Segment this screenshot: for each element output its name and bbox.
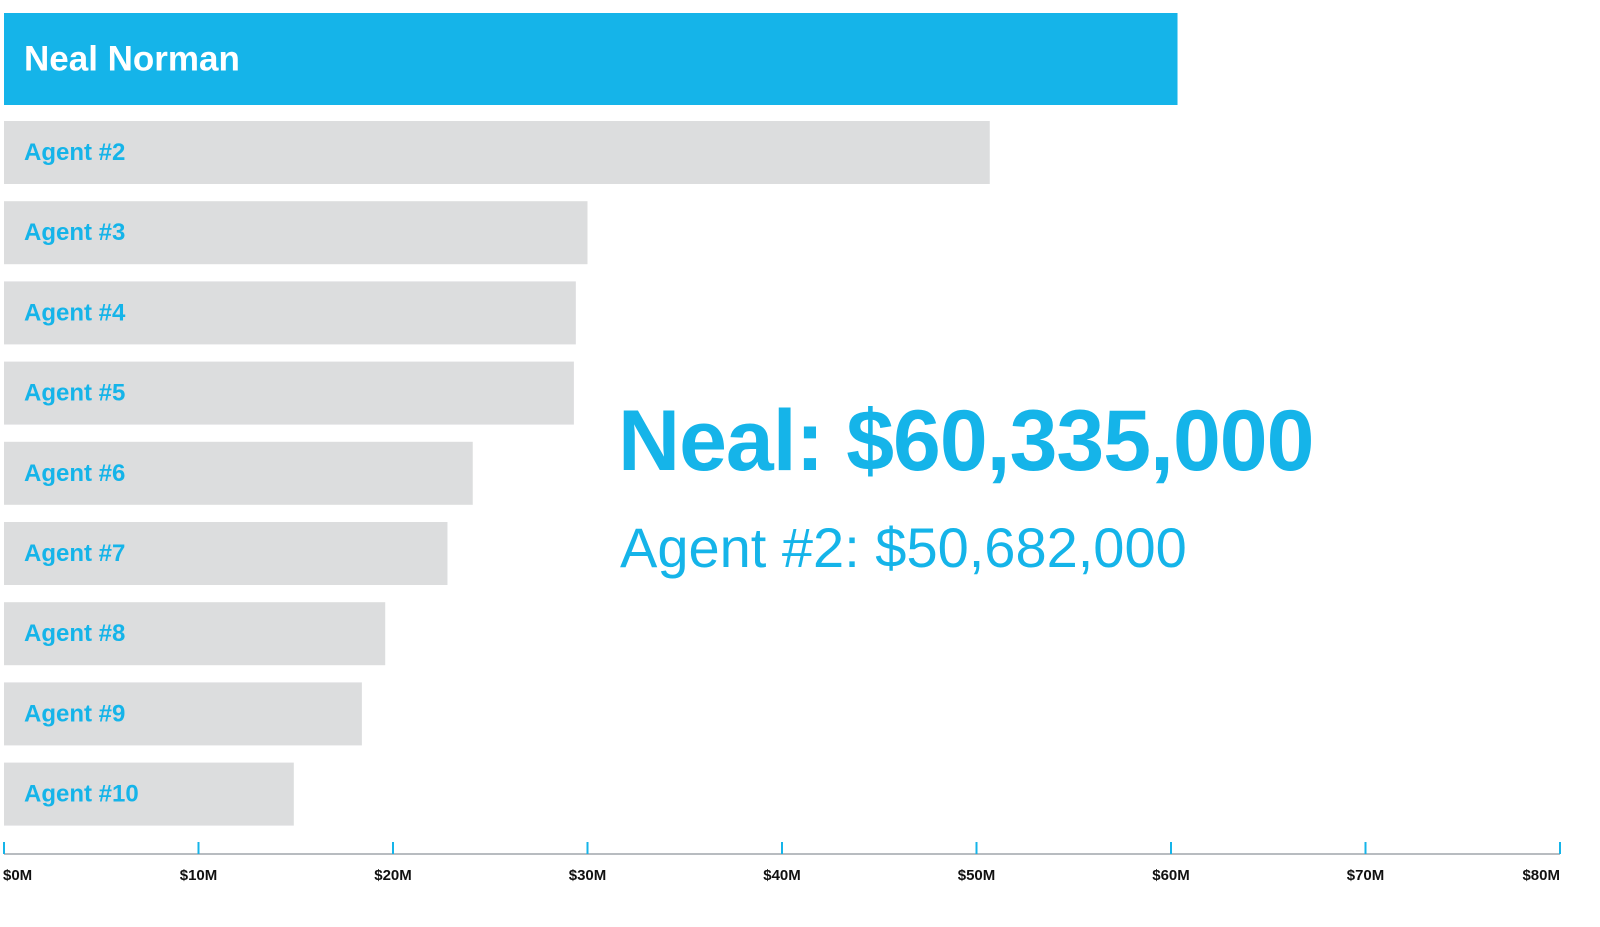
x-tick-label: $0M — [3, 867, 32, 884]
bar — [4, 602, 386, 666]
x-tick-label: $10M — [180, 867, 218, 884]
bar — [4, 201, 588, 265]
bar-label: Agent #6 — [24, 460, 125, 487]
x-tick-label: $30M — [569, 867, 607, 884]
bar — [4, 682, 362, 746]
bar — [4, 121, 990, 184]
bar-label: Neal Norman — [24, 40, 240, 79]
bar — [4, 522, 448, 585]
bar — [4, 762, 294, 826]
annotation-neal-total: Neal: $60,335,000 — [618, 393, 1314, 489]
annotation-agent2-total: Agent #2: $50,682,000 — [620, 516, 1187, 579]
bar — [4, 281, 576, 345]
bar-label: Agent #5 — [24, 380, 125, 407]
bar — [4, 361, 574, 425]
bar-label: Agent #8 — [24, 620, 125, 647]
bar-label: Agent #3 — [24, 219, 125, 246]
x-tick-label: $80M — [1522, 867, 1560, 884]
bar — [4, 441, 473, 505]
bar-label: Agent #4 — [24, 299, 126, 326]
x-tick-label: $20M — [374, 867, 412, 884]
x-tick-label: $70M — [1347, 867, 1385, 884]
bar-label: Agent #7 — [24, 540, 125, 567]
bar-label: Agent #2 — [24, 139, 125, 166]
bar-highlight — [4, 13, 1178, 105]
bar-label: Agent #9 — [24, 700, 125, 727]
x-tick-label: $60M — [1152, 867, 1190, 884]
x-tick-label: $40M — [763, 867, 801, 884]
bar-label: Agent #10 — [24, 781, 139, 808]
x-tick-label: $50M — [958, 867, 996, 884]
